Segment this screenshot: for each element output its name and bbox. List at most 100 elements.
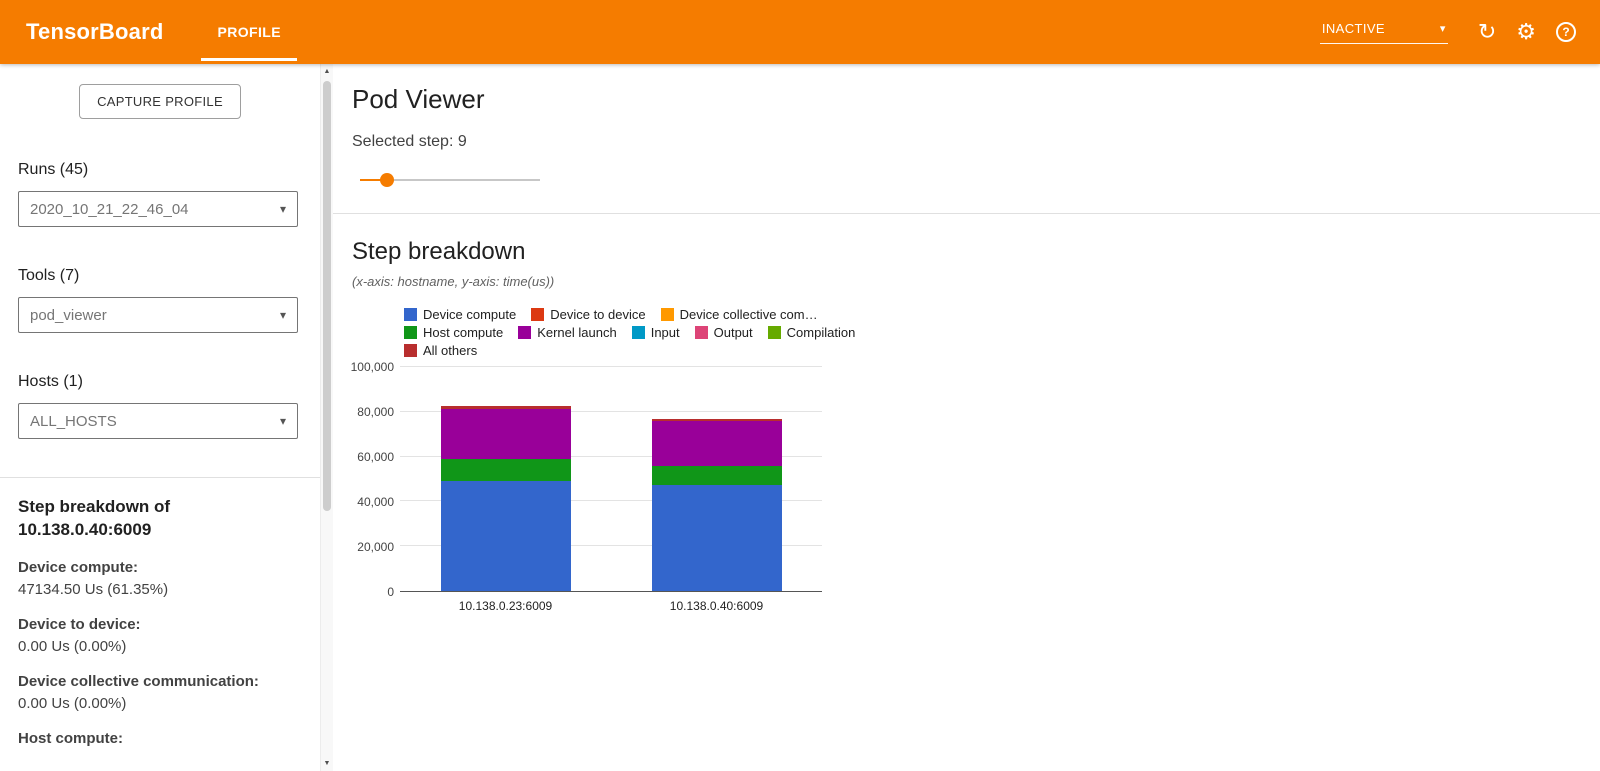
legend-swatch [531, 308, 545, 321]
help-glyph: ? [1562, 25, 1570, 39]
gridline [400, 500, 822, 502]
y-tick-label: 0 [387, 585, 394, 599]
legend-item: Kernel launch [518, 325, 617, 340]
status-select[interactable]: INACTIVE ▾ [1319, 20, 1448, 44]
legend-swatch [767, 326, 781, 339]
chevron-down-icon: ▾ [279, 308, 286, 322]
scroll-down-arrow[interactable]: ▼ [323, 760, 331, 767]
tab-profile-label: PROFILE [217, 24, 281, 40]
legend-swatch [660, 308, 674, 321]
legend-label: Host compute [423, 325, 504, 340]
legend-swatch [631, 326, 645, 339]
legend-label: Device compute [423, 307, 517, 322]
stat-value: 0.00 Us (0.00%) [18, 638, 127, 655]
scrollbar-thumb[interactable] [323, 81, 331, 511]
chevron-down-icon: ▾ [1439, 22, 1446, 35]
legend-item: Compilation [767, 325, 856, 340]
x-tick-label: 10.138.0.40:6009 [669, 599, 764, 613]
legend-swatch [404, 326, 417, 339]
y-tick-label: 60,000 [357, 450, 394, 464]
bar-segment[interactable] [651, 418, 782, 422]
stat-label: Device compute: [18, 559, 139, 576]
y-tick-label: 20,000 [357, 540, 394, 554]
runs-label: Runs (45) [18, 161, 89, 178]
bar-segment[interactable] [651, 465, 782, 486]
stat-label: Device collective communication: [18, 673, 259, 690]
chart-y-axis: 100,000 80,000 60,000 40,000 20,000 0 [351, 360, 400, 599]
legend-item: Input [631, 325, 680, 340]
chart-plot-wrap: 100,000 80,000 60,000 40,000 20,000 0 10.138.… [351, 360, 1600, 613]
slider-thumb[interactable] [380, 173, 394, 187]
legend-swatch [518, 326, 532, 339]
tab-profile[interactable]: PROFILE [201, 0, 298, 64]
help-icon[interactable]: ? [1556, 22, 1576, 42]
gridline [400, 455, 822, 457]
legend-item: Output [694, 325, 753, 340]
gridline [400, 410, 822, 412]
hosts-select[interactable]: ALL_HOSTS ▾ [18, 403, 298, 439]
legend-swatch [694, 326, 708, 339]
settings-gear-icon[interactable]: ⚙ [1516, 19, 1536, 44]
bar-segment[interactable] [440, 408, 571, 460]
chart-legend: Device compute Device to device Device col… [404, 307, 874, 361]
gridline [400, 545, 822, 547]
section-divider [333, 213, 1600, 214]
stacked-bar[interactable] [440, 367, 571, 591]
hosts-select-value: ALL_HOSTS [30, 412, 117, 430]
legend-label: Device collective com… [679, 307, 818, 322]
bar-segment[interactable] [440, 481, 571, 591]
status-select-value: INACTIVE [1321, 20, 1385, 36]
refresh-icon[interactable]: ↻ [1477, 19, 1497, 44]
legend-label: All others [423, 343, 478, 358]
page-title: Pod Viewer [352, 84, 485, 114]
chevron-down-icon: ▾ [279, 414, 286, 428]
runs-select-value: 2020_10_21_22_46_04 [30, 200, 189, 218]
bar-segment[interactable] [440, 459, 571, 482]
step-breakdown-panel: Step breakdown of 10.138.0.40:6009 Devic… [0, 495, 320, 747]
legend-item: Device to device [531, 307, 646, 322]
breakdown-title-line2: 10.138.0.40:6009 [18, 520, 152, 539]
breakdown-title: Step breakdown of 10.138.0.40:6009 [18, 495, 302, 541]
step-breakdown-chart: Device compute Device to device Device col… [351, 307, 1600, 613]
bar-segment[interactable] [651, 421, 782, 466]
tools-select[interactable]: pod_viewer ▾ [18, 297, 298, 333]
legend-item: Device collective com… [660, 307, 818, 322]
stat-label: Host compute: [18, 730, 123, 747]
legend-label: Compilation [786, 325, 856, 340]
app-title: TensorBoard [26, 19, 164, 44]
hosts-field: Hosts (1) ALL_HOSTS ▾ [0, 373, 320, 439]
stat-host-compute: Host compute: [18, 730, 302, 747]
tools-select-value: pod_viewer [30, 306, 107, 324]
sidebar: CAPTURE PROFILE Runs (45) 2020_10_21_22_… [0, 64, 320, 771]
sidebar-scrollbar[interactable]: ▲ ▼ [320, 64, 333, 771]
content-region: CAPTURE PROFILE Runs (45) 2020_10_21_22_… [0, 64, 1600, 771]
bar-segment[interactable] [651, 485, 782, 591]
legend-swatch [404, 344, 417, 357]
legend-item: Host compute [404, 325, 503, 340]
bar-segment[interactable] [440, 405, 571, 409]
scrollbar-track[interactable] [321, 79, 333, 756]
slider-track[interactable] [360, 179, 540, 181]
stat-value: 47134.50 Us (61.35%) [18, 581, 169, 598]
legend-swatch [404, 308, 417, 321]
step-slider[interactable] [360, 173, 540, 187]
gridline [400, 366, 822, 367]
stat-value: 0.00 Us (0.00%) [18, 695, 127, 712]
legend-label: Output [713, 325, 753, 340]
stat-device-to-device: Device to device: 0.00 Us (0.00%) [18, 616, 302, 655]
x-tick-label: 10.138.0.23:6009 [458, 599, 553, 613]
tools-label: Tools (7) [18, 267, 80, 284]
tools-field: Tools (7) pod_viewer ▾ [0, 267, 320, 333]
stacked-bar[interactable] [651, 367, 782, 591]
scroll-up-arrow[interactable]: ▲ [323, 68, 331, 75]
legend-item: Device compute [404, 307, 516, 322]
stat-device-collective: Device collective communication: 0.00 Us… [18, 673, 302, 712]
stat-label: Device to device: [18, 616, 141, 633]
sidebar-divider [0, 477, 320, 478]
runs-select[interactable]: 2020_10_21_22_46_04 ▾ [18, 191, 298, 227]
legend-item: All others [404, 343, 477, 358]
section-subtitle: (x-axis: hostname, y-axis: time(us)) [352, 274, 555, 289]
chevron-down-icon: ▾ [279, 202, 286, 216]
stat-device-compute: Device compute: 47134.50 Us (61.35%) [18, 559, 302, 598]
capture-profile-button[interactable]: CAPTURE PROFILE [79, 84, 241, 119]
